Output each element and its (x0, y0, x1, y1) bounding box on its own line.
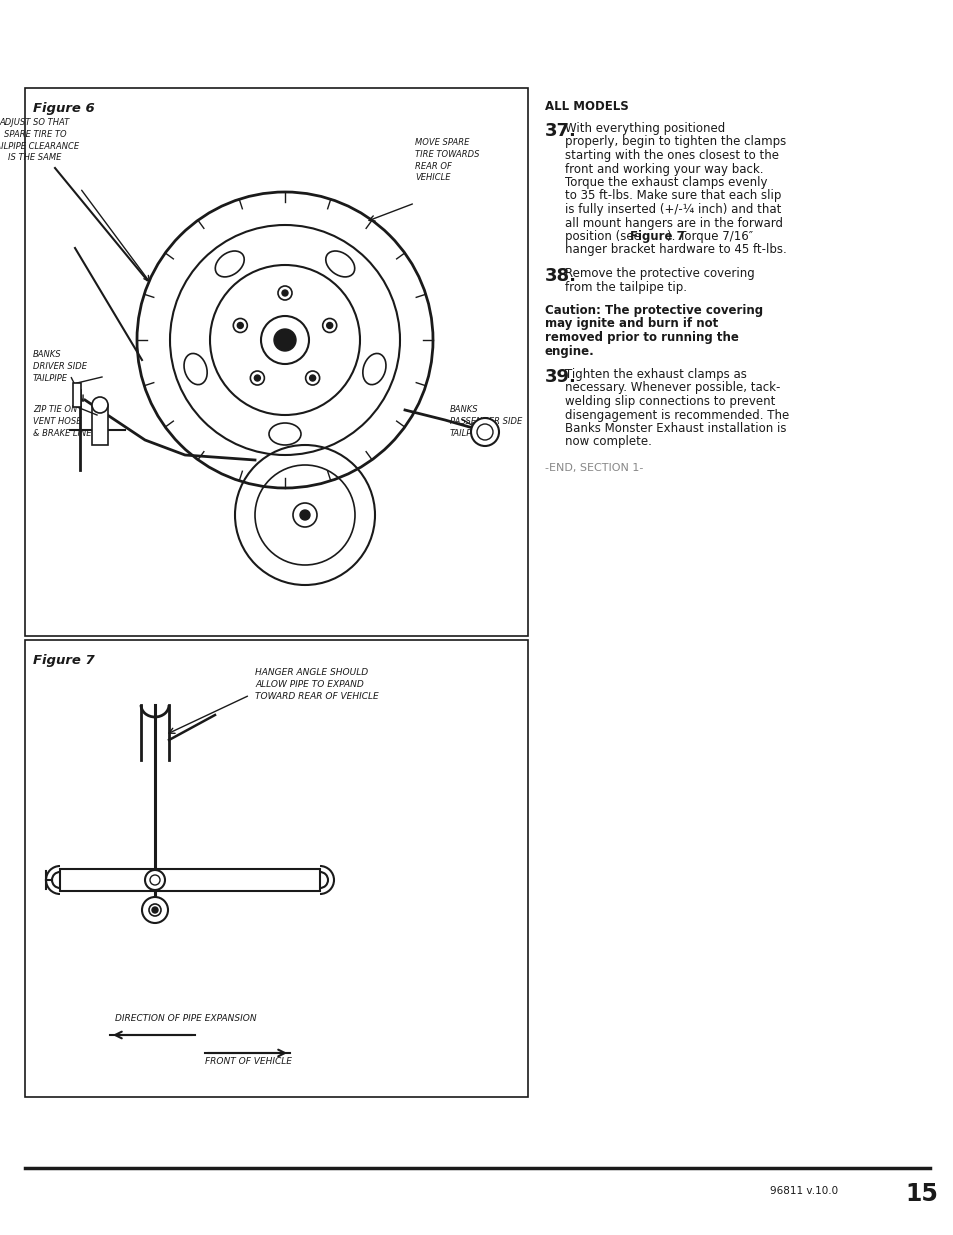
Text: FRONT OF VEHICLE: FRONT OF VEHICLE (205, 1057, 292, 1066)
Circle shape (274, 329, 295, 351)
Ellipse shape (215, 251, 244, 277)
Text: Figure 6: Figure 6 (33, 103, 94, 115)
Text: starting with the ones closest to the: starting with the ones closest to the (564, 149, 779, 162)
Bar (25, 640, 527, 1097)
Text: all mount hangers are in the forward: all mount hangers are in the forward (564, 216, 782, 230)
Text: ZIP TIE ON
VENT HOSE
& BRAKE LINE: ZIP TIE ON VENT HOSE & BRAKE LINE (33, 405, 91, 437)
Text: is fully inserted (+/-¼ inch) and that: is fully inserted (+/-¼ inch) and that (564, 203, 781, 216)
Text: hanger bracket hardware to 45 ft-lbs.: hanger bracket hardware to 45 ft-lbs. (564, 243, 786, 257)
Text: removed prior to running the: removed prior to running the (544, 331, 739, 345)
Text: now complete.: now complete. (564, 436, 651, 448)
Text: may ignite and burn if not: may ignite and burn if not (544, 317, 718, 331)
Circle shape (150, 876, 160, 885)
Text: MOVE SPARE
TIRE TOWARDS
REAR OF
VEHICLE: MOVE SPARE TIRE TOWARDS REAR OF VEHICLE (415, 138, 479, 183)
Circle shape (261, 316, 309, 364)
Circle shape (471, 417, 498, 446)
Bar (60, 869, 319, 890)
Text: Torque the exhaust clamps evenly: Torque the exhaust clamps evenly (564, 177, 767, 189)
Text: BANKS
DRIVER SIDE
TAILPIPE: BANKS DRIVER SIDE TAILPIPE (33, 350, 87, 383)
Circle shape (282, 290, 288, 296)
Circle shape (152, 906, 158, 913)
Text: Figure 7: Figure 7 (629, 230, 684, 243)
Circle shape (305, 370, 319, 385)
Text: Caution: The protective covering: Caution: The protective covering (544, 304, 762, 317)
Circle shape (237, 322, 243, 329)
Text: ). Torque 7/16″: ). Torque 7/16″ (666, 230, 753, 243)
Text: -END, SECTION 1-: -END, SECTION 1- (544, 463, 642, 473)
Text: With everything positioned: With everything positioned (564, 122, 724, 135)
Text: ALL MODELS: ALL MODELS (544, 100, 628, 112)
Ellipse shape (269, 424, 301, 445)
Bar (25, 88, 527, 636)
Text: 38.: 38. (544, 267, 577, 285)
Text: engine.: engine. (544, 345, 594, 357)
Text: DIRECTION OF PIPE EXPANSION: DIRECTION OF PIPE EXPANSION (115, 1014, 256, 1023)
Text: 39.: 39. (544, 368, 577, 387)
Ellipse shape (362, 353, 386, 384)
Text: 15: 15 (904, 1182, 937, 1207)
Ellipse shape (184, 353, 207, 384)
Circle shape (145, 869, 165, 890)
Circle shape (91, 396, 108, 412)
Circle shape (299, 510, 310, 520)
Text: properly, begin to tighten the clamps: properly, begin to tighten the clamps (564, 136, 785, 148)
Text: Remove the protective covering: Remove the protective covering (564, 267, 754, 280)
Text: position (see: position (see (564, 230, 644, 243)
Circle shape (277, 287, 292, 300)
Text: 96811 v.10.0: 96811 v.10.0 (769, 1186, 838, 1195)
Circle shape (254, 375, 260, 382)
Text: 37.: 37. (544, 122, 577, 140)
Text: welding slip connections to prevent: welding slip connections to prevent (564, 395, 775, 408)
Text: from the tailpipe tip.: from the tailpipe tip. (564, 280, 686, 294)
Circle shape (233, 319, 247, 332)
Circle shape (326, 322, 333, 329)
Text: disengagement is recommended. The: disengagement is recommended. The (564, 409, 788, 421)
Circle shape (149, 904, 161, 916)
Circle shape (310, 375, 315, 382)
Bar (91, 405, 108, 445)
Text: to 35 ft-lbs. Make sure that each slip: to 35 ft-lbs. Make sure that each slip (564, 189, 781, 203)
Text: ADJUST SO THAT
SPARE TIRE TO
TAILPIPE CLEARANCE
IS THE SAME: ADJUST SO THAT SPARE TIRE TO TAILPIPE CL… (0, 119, 79, 162)
Text: Tighten the exhaust clamps as: Tighten the exhaust clamps as (564, 368, 746, 382)
Ellipse shape (325, 251, 355, 277)
Bar (73, 383, 81, 408)
Text: front and working your way back.: front and working your way back. (564, 163, 762, 175)
Circle shape (250, 370, 264, 385)
Text: necessary. Whenever possible, tack-: necessary. Whenever possible, tack- (564, 382, 780, 394)
Text: Banks Monster Exhaust installation is: Banks Monster Exhaust installation is (564, 422, 785, 435)
Text: HANGER ANGLE SHOULD
ALLOW PIPE TO EXPAND
TOWARD REAR OF VEHICLE: HANGER ANGLE SHOULD ALLOW PIPE TO EXPAND… (254, 668, 378, 700)
Circle shape (142, 897, 168, 923)
Text: Figure 7: Figure 7 (33, 655, 94, 667)
Text: BANKS
PASSENGER SIDE
TAILPIPE: BANKS PASSENGER SIDE TAILPIPE (450, 405, 521, 437)
Circle shape (322, 319, 336, 332)
Circle shape (293, 503, 316, 527)
